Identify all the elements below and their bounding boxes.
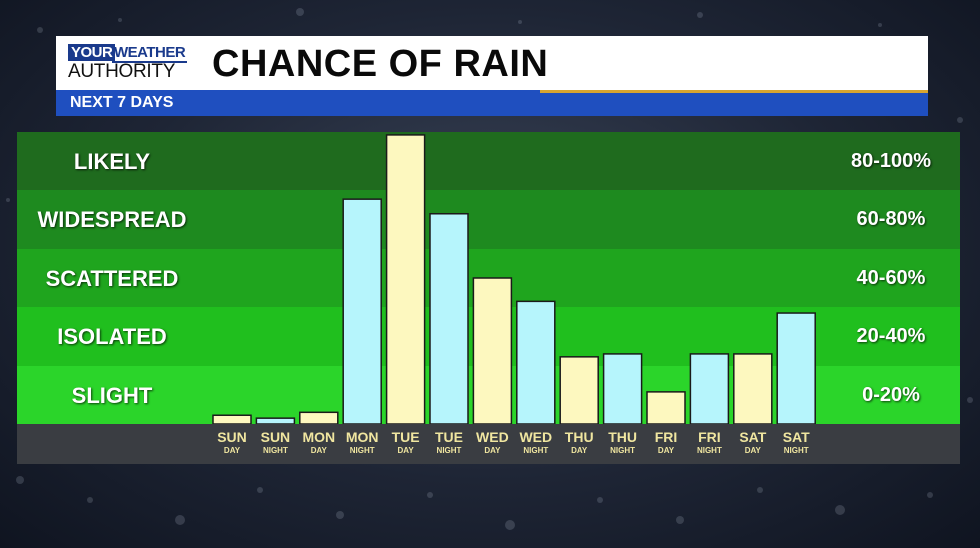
chart-title: CHANCE OF RAIN [212,43,549,85]
subtitle-bar: NEXT 7 DAYS [56,90,928,116]
tick-label-day: WED [519,429,553,445]
bar-sat-day [733,353,773,424]
tick-label-part: DAY [223,446,241,455]
logo-your: YOUR [68,44,116,61]
bar-mon-night [342,198,382,424]
tick-label-day: SUN [217,429,247,445]
band-range-likely: 80-100% [850,150,932,172]
tick-label-part: DAY [310,446,327,455]
tick-label-day: WED [476,429,509,445]
bar-tue-night [429,213,469,424]
chart-subtitle: NEXT 7 DAYS [70,94,174,111]
tick-label-day: TUE [391,429,420,445]
tick-label-part: DAY [744,446,761,455]
tick-label-part: NIGHT [523,446,549,455]
tick-label-day: THU [564,429,594,445]
tick-label-part: NIGHT [610,446,636,455]
band-range-isolated: 20-40% [856,325,926,347]
band-label-isolated: ISOLATED [57,324,167,349]
band-range-scattered: 40-60% [856,267,926,289]
band-range-slight: 0-20% [862,384,920,406]
tick-label-day: FRI [698,429,721,445]
tick-label-day: SAT [782,429,810,445]
x-axis: SUN DAY SUN NIGHT MON DAY MON NIGHT TUE DAY TUE NIG… [17,424,960,464]
title-banner: YOUR WEATHER AUTHORITY CHANCE OF RAIN [56,36,928,90]
tick-label-part: DAY [484,446,501,455]
bar-thu-day [559,356,599,424]
bar-wed-day [472,277,513,424]
tick-label-day: SAT [739,429,767,445]
band-label-slight: SLIGHT [71,383,153,408]
tick-label-part: NIGHT [696,446,722,455]
tick-label-day: FRI [654,429,678,445]
bar-mon-day [299,411,339,424]
bar-fri-day [646,391,686,424]
band-widespread: WIDESPREAD 60-80% [17,190,960,249]
band-label-widespread: WIDESPREAD [37,207,187,232]
tick-label-part: DAY [571,446,588,455]
band-range-widespread: 60-80% [856,208,926,230]
tick-label-part: NIGHT [436,446,462,455]
accent-line [540,90,928,93]
bar-wed-night [516,300,556,424]
logo-authority: AUTHORITY [68,61,176,82]
bar-series [212,134,816,424]
bar-sat-night [776,312,816,424]
bar-tue-day [385,134,426,424]
bar-fri-night [689,353,730,424]
logo-weather: WEATHER [112,44,188,63]
tick-label-day: THU [608,429,637,445]
tick-label-part: NIGHT [262,446,288,455]
tick-label-day: MON [302,429,336,445]
bar-sun-night [255,417,296,424]
tick-label-part: DAY [397,446,414,455]
band-label-likely: LIKELY [73,149,151,174]
your-weather-authority-logo: YOUR WEATHER AUTHORITY [68,44,196,82]
chart-area: LIKELY 80-100% WIDESPREAD 60-80% SCATTER… [17,132,960,424]
tick-label-part: DAY [657,446,675,455]
bar-thu-night [602,353,643,424]
bar-sun-day [212,414,252,424]
tick-label-part: NIGHT [349,446,375,455]
tick-label-day: MON [345,429,379,445]
tick-label-day: TUE [435,429,463,445]
tick-label-day: SUN [260,429,291,445]
band-likely: LIKELY 80-100% [17,132,960,190]
band-label-scattered: SCATTERED [45,266,179,291]
tick-label-part: NIGHT [783,446,809,455]
